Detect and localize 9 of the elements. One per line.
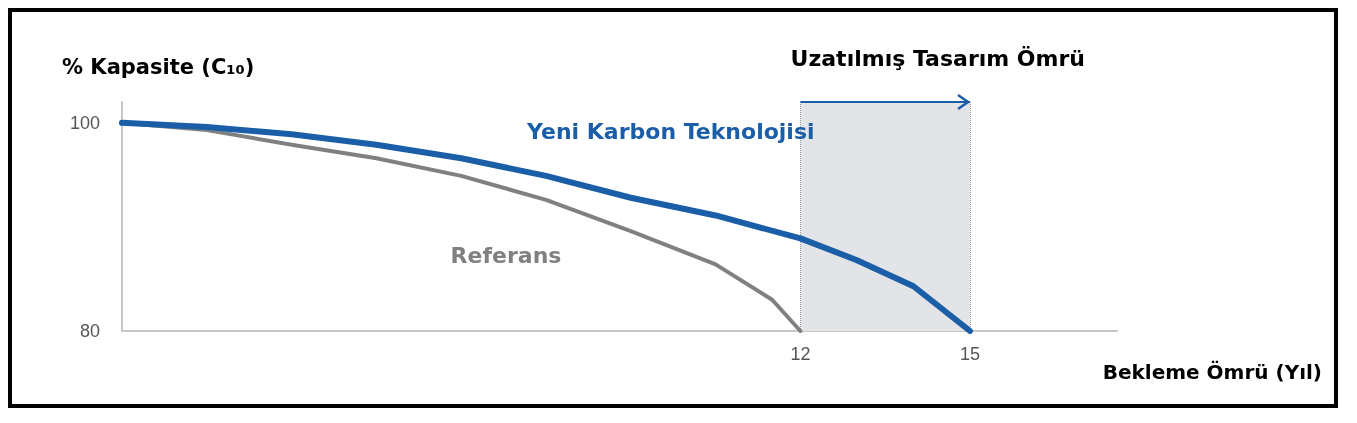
x-tick-label: 15 xyxy=(960,344,981,364)
series-label: Referans xyxy=(450,243,562,269)
y-tick-label: 80 xyxy=(79,321,100,341)
x-tick-label: 12 xyxy=(790,344,811,364)
y-axis-title: % Kapasite (C₁₀) xyxy=(62,54,255,79)
x-axis-title: Bekleme Ömrü (Yıl) xyxy=(1102,360,1322,384)
y-tick-label: 100 xyxy=(69,112,100,133)
series-label: Yeni Karbon Teknolojisi xyxy=(526,119,815,145)
band-label: Uzatılmış Tasarım Ömrü xyxy=(790,45,1086,71)
